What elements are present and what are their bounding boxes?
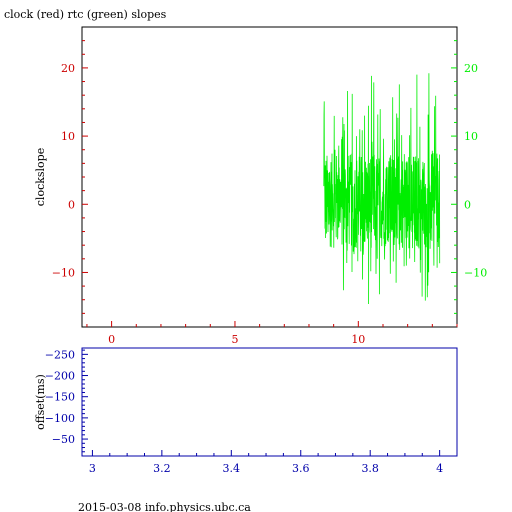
rtc-slope-series <box>323 73 441 305</box>
top-plot-frame <box>81 26 458 328</box>
bottom-x-tick-label: 3 <box>89 462 96 475</box>
chart-title: clock (red) rtc (green) slopes <box>4 8 167 21</box>
bottom-x-tick-label: 3.6 <box>292 462 310 475</box>
x-tick-label: 10 <box>351 333 365 346</box>
top-axis-ticks: 0 5 10 −10 0 10 20 −10 0 10 20 <box>52 40 487 346</box>
bottom-y-tick-label: −50 <box>52 433 75 446</box>
bottom-plot-frame <box>81 347 458 457</box>
left-y-tick-label: −10 <box>52 266 75 279</box>
right-y-tick-label: 10 <box>464 130 478 143</box>
bottom-y-tick-label: −250 <box>45 348 75 361</box>
bottom-x-tick-label: 3.8 <box>361 462 379 475</box>
rtc-slope-line <box>323 73 441 305</box>
bottom-x-tick-label: 3.2 <box>153 462 171 475</box>
bottom-x-tick-label: 4 <box>436 462 443 475</box>
bottom-axis-ticks: 3 3.2 3.4 3.6 3.8 4 −50 −100 −150 −200 −250 <box>45 348 458 475</box>
left-y-tick-label: 0 <box>68 198 75 211</box>
bottom-y-tick-label: −100 <box>45 412 75 425</box>
footer-stamp: 2015-03-08 info.physics.ubc.ca <box>78 501 251 512</box>
top-chart: 0 5 10 −10 0 10 20 −10 0 10 20 clockslope <box>34 26 487 346</box>
right-y-tick-label: 20 <box>464 62 478 75</box>
bottom-y-axis-label: offset(ms) <box>34 374 47 430</box>
left-y-tick-label: 10 <box>61 130 75 143</box>
right-y-tick-label: −10 <box>464 266 487 279</box>
x-tick-label: 5 <box>231 333 238 346</box>
bottom-chart: 3 3.2 3.4 3.6 3.8 4 −50 −100 −150 −200 −250 offset… <box>34 347 458 475</box>
right-y-tick-label: 0 <box>464 198 471 211</box>
top-y-axis-label: clockslope <box>34 148 47 206</box>
bottom-y-tick-label: −200 <box>45 370 75 383</box>
x-tick-label: 0 <box>108 333 115 346</box>
bottom-x-tick-label: 3.4 <box>223 462 241 475</box>
bottom-y-tick-label: −150 <box>45 391 75 404</box>
left-y-tick-label: 20 <box>61 62 75 75</box>
